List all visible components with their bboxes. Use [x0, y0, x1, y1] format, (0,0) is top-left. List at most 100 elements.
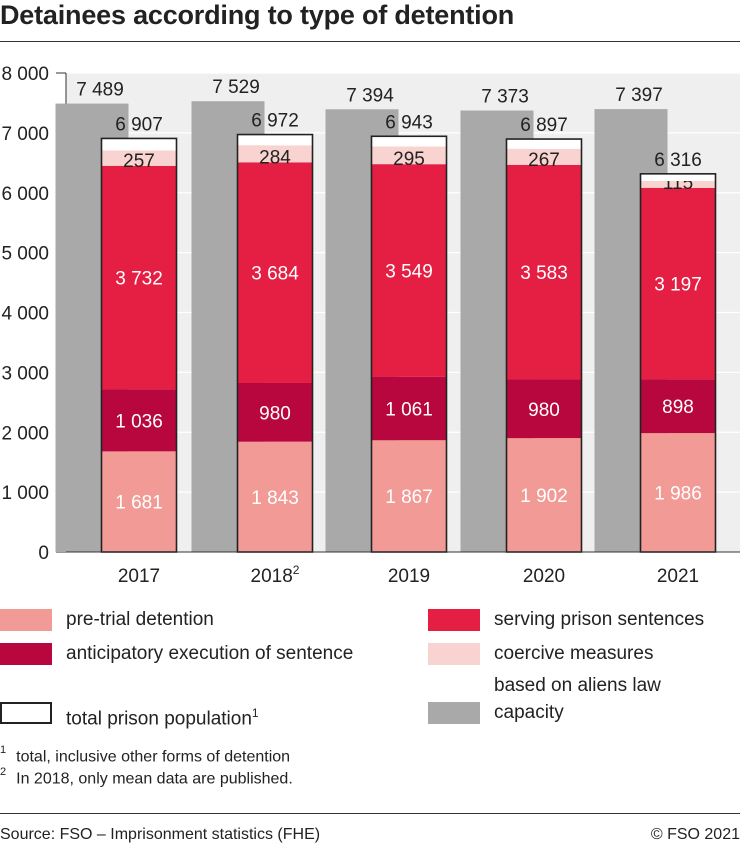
legend-item-total: total prison population1: [0, 702, 259, 735]
segment-value-label: 267: [528, 150, 560, 171]
capacity-value-label: 7 373: [481, 87, 529, 108]
legend-swatch-anticipatory: [0, 643, 52, 665]
stack-segment: [237, 145, 313, 163]
stack-segment: [371, 146, 447, 165]
stacked-bar-chart: 0 1 000 2 000 3 000 4 000 5 000 6 000 7 000 8 00…: [1, 64, 740, 587]
segment-value-label: 1 902: [520, 486, 568, 507]
total-value-label: 6 316: [654, 150, 702, 171]
legend-label-anticipatory: anticipatory execution of sentence: [66, 643, 354, 664]
x-tick-label: 2019: [388, 566, 430, 587]
y-tick-label: 0: [38, 543, 49, 564]
legend-swatch-total: [0, 702, 52, 724]
legend-label-coercive: coercive measures based on aliens law: [494, 638, 661, 702]
legend-item-coercive: coercive measures based on aliens law: [428, 643, 661, 702]
segment-value-label: 3 549: [385, 261, 433, 282]
y-tick-label: 2 000: [1, 423, 49, 444]
footer-rule: [0, 813, 740, 814]
legend-swatch-serving: [428, 609, 480, 631]
segment-value-label: 257: [123, 151, 155, 172]
capacity-value-label: 7 489: [76, 80, 124, 101]
stack-segment: [101, 150, 177, 166]
legend-label-capacity: capacity: [494, 702, 564, 723]
y-tick-label: 4 000: [1, 304, 49, 325]
total-gap-fill: [237, 134, 313, 146]
legend-swatch-capacity: [428, 702, 480, 724]
legend-label-pretrial: pre-trial detention: [66, 609, 214, 630]
segment-value-label: 980: [528, 400, 560, 421]
y-tick-label: 3 000: [1, 363, 49, 384]
x-tick-superscript: 2: [293, 563, 300, 577]
y-tick-label: 7 000: [1, 124, 49, 145]
stack-segment: [506, 438, 582, 552]
y-tick-label: 5 000: [1, 244, 49, 265]
segment-value-label: 1 036: [115, 411, 163, 432]
stack-segment: [640, 379, 716, 434]
x-tick-label: 20182: [251, 563, 300, 587]
stack-segment: [506, 164, 582, 380]
source-note: Source: FSO – Imprisonment statistics (F…: [0, 826, 321, 843]
stack-segment: [237, 382, 313, 442]
total-value-label: 6 897: [520, 115, 568, 136]
capacity-value-label: 7 397: [615, 85, 663, 106]
total-value-label: 6 907: [115, 114, 163, 135]
title-rule: [0, 41, 740, 42]
x-tick-label: 2017: [118, 566, 160, 587]
segment-value-label: 1 681: [115, 493, 163, 514]
legend-label-coercive-line2: based on aliens law: [494, 675, 661, 696]
total-value-label: 6 972: [251, 111, 299, 132]
segment-value-label: 3 732: [115, 269, 163, 290]
legend-label-total-text: total prison population: [66, 708, 252, 730]
y-tick-label: 6 000: [1, 184, 49, 205]
stack-segment: [101, 389, 177, 452]
y-tick-label: 1 000: [1, 483, 49, 504]
stack-segment: [237, 162, 313, 383]
stack-segment: [101, 451, 177, 552]
chart-title: Detainees according to type of detention: [0, 0, 515, 30]
segment-value-label: 3 583: [520, 263, 568, 284]
segment-value-label: 1 986: [654, 484, 702, 505]
total-gap-fill: [101, 138, 177, 151]
capacity-value-label: 7 529: [212, 77, 260, 98]
segment-value-label: 1 867: [385, 487, 433, 508]
stack-segment: [371, 440, 447, 552]
legend-item-serving: serving prison sentences: [428, 609, 704, 636]
stack-segment: [640, 433, 716, 552]
x-tick-label: 2021: [657, 566, 699, 587]
legend-label-total: total prison population1: [66, 697, 259, 735]
footnote-1-mark: 1: [0, 744, 7, 756]
footnote-2-mark: 2: [0, 766, 7, 778]
stack-segment: [371, 164, 447, 377]
stack-segment: [506, 379, 582, 439]
stack-segment: [640, 187, 716, 380]
legend-label-serving: serving prison sentences: [494, 609, 705, 630]
segment-value-label: 898: [662, 397, 694, 418]
total-gap-fill: [640, 173, 716, 182]
footnote-2: 2 In 2018, only mean data are published.: [0, 766, 293, 788]
total-gap-fill: [506, 139, 582, 149]
legend-item-capacity: capacity: [428, 702, 564, 729]
x-tick-label: 2020: [523, 566, 565, 587]
total-value-label: 6 943: [385, 112, 433, 133]
legend-swatch-coercive: [428, 643, 480, 665]
segment-value-label: 980: [259, 403, 291, 424]
stack-segment: [506, 148, 582, 165]
legend-label-coercive-line1: coercive measures: [494, 643, 654, 664]
segment-value-label: 284: [259, 147, 291, 168]
legend-total-footnote-mark: 1: [251, 706, 259, 720]
legend-swatch-pretrial: [0, 609, 52, 631]
total-gap-fill: [371, 136, 447, 147]
y-tick-label: 8 000: [1, 64, 49, 85]
copyright: © FSO 2021: [650, 826, 740, 843]
stack-segment: [371, 376, 447, 441]
segment-value-label: 1 843: [251, 488, 299, 509]
footnote-1-text: total, inclusive other forms of detentio…: [16, 748, 291, 766]
stack-segment: [237, 441, 313, 552]
footnote-1: 1 total, inclusive other forms of detenti…: [0, 744, 291, 766]
segment-value-label: 3 684: [251, 264, 299, 285]
legend-item-anticipatory: anticipatory execution of sentence: [0, 643, 353, 670]
segment-value-label: 3 197: [654, 275, 702, 296]
segment-value-label: 295: [393, 149, 425, 170]
footnote-2-text: In 2018, only mean data are published.: [16, 770, 293, 788]
stack-segment: [640, 181, 716, 188]
capacity-value-label: 7 394: [346, 85, 394, 106]
